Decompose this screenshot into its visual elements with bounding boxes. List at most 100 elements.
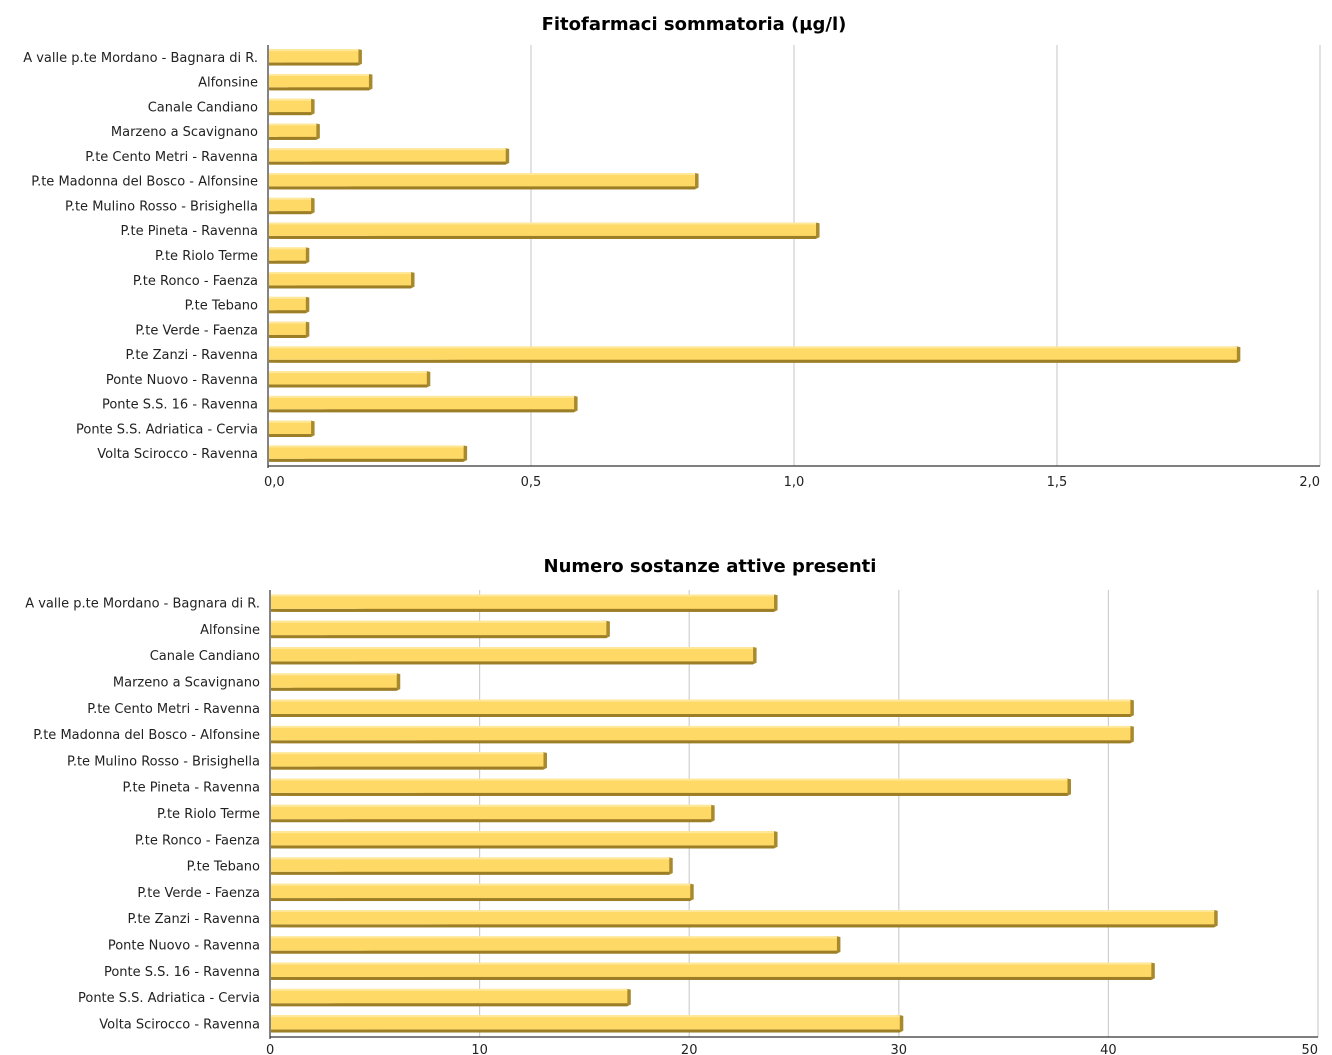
bar-bottom-edge (271, 898, 691, 902)
bar-bottom-edge (269, 136, 317, 140)
category-label: Marzeno a Scavignano (111, 125, 258, 140)
bar-highlight (269, 296, 306, 299)
bar-bottom-edge (271, 635, 607, 639)
category-label: A valle p.te Mordano - Bagnara di R. (23, 51, 258, 66)
bar (271, 699, 1134, 718)
bar (269, 420, 315, 438)
bar-highlight (269, 321, 306, 324)
bar-bottom-edge (271, 740, 1131, 744)
bar-highlight (269, 346, 1237, 349)
bar-bottom-edge (271, 950, 837, 954)
category-label: P.te Tebano (185, 299, 258, 314)
bar (271, 988, 631, 1007)
bar-bottom-edge (269, 186, 696, 190)
bar-bottom-edge (269, 384, 427, 388)
bar-highlight (271, 909, 1215, 912)
category-label: P.te Madonna del Bosco - Alfonsine (33, 728, 260, 743)
x-tick-label: 1,0 (784, 475, 805, 490)
category-label: Volta Scirocco - Ravenna (99, 1017, 260, 1032)
bar (269, 445, 468, 462)
bar (269, 321, 310, 338)
category-label: P.te Verde - Faenza (135, 323, 258, 338)
bar (269, 395, 578, 413)
bar-highlight (271, 988, 628, 991)
bar (269, 98, 315, 116)
bar (269, 346, 1241, 363)
bar-face (269, 73, 369, 88)
x-tick-label: 0 (266, 1043, 274, 1055)
category-label: Ponte S.S. 16 - Ravenna (104, 965, 260, 980)
bar-bottom-edge (269, 161, 506, 165)
bar-bottom-edge (269, 310, 306, 314)
bar-bottom-edge (271, 976, 1152, 980)
bar (271, 883, 694, 902)
x-tick-label: 40 (1100, 1043, 1117, 1055)
category-label: P.te Riolo Terme (157, 807, 260, 822)
bar-highlight (271, 831, 775, 834)
bar-face (269, 148, 506, 162)
bar (271, 594, 778, 612)
bar-bottom-edge (271, 845, 775, 849)
bar-highlight (269, 148, 506, 151)
category-label: P.te Pineta - Ravenna (121, 224, 258, 239)
category-label: P.te Zanzi - Ravenna (127, 912, 260, 927)
bar-face (271, 936, 837, 951)
bar-face (271, 962, 1152, 977)
bar (271, 1015, 904, 1033)
category-label: Ponte S.S. 16 - Ravenna (102, 398, 258, 413)
chart-fitofarmaci: Fitofarmaci sommatoria (µg/l) 0,0 0,5 1,0 1,… (23, 14, 1321, 490)
bar-highlight (271, 936, 837, 939)
bar (271, 936, 841, 954)
bar-highlight (269, 197, 312, 200)
bar-bottom-edge (269, 359, 1237, 363)
bar-highlight (269, 371, 427, 374)
bar-highlight (271, 778, 1068, 781)
category-label: Alfonsine (200, 623, 260, 638)
bar-face (271, 647, 754, 662)
bar-face (269, 173, 696, 187)
bar-bottom-edge (271, 608, 775, 612)
x-tick-label: 50 (1301, 1043, 1318, 1055)
bar-face (269, 98, 312, 113)
bar-face (269, 123, 317, 137)
bar-bottom-edge (271, 687, 397, 691)
bar-bottom-edge (269, 334, 306, 338)
bar-highlight (269, 222, 817, 225)
bar-bottom-edge (269, 112, 312, 116)
bar-bottom-edge (269, 62, 359, 66)
x-tick-label: 1,5 (1047, 475, 1068, 490)
bar-highlight (269, 98, 312, 101)
bar-highlight (271, 699, 1131, 702)
bar (271, 857, 673, 875)
bar-highlight (271, 883, 691, 886)
bar-face (271, 1015, 900, 1030)
bar-face (269, 222, 817, 236)
x-tick-label: 10 (471, 1043, 488, 1055)
bar-bottom-edge (271, 792, 1068, 796)
category-label: P.te Riolo Terme (155, 249, 258, 264)
category-label: P.te Mulino Rosso - Brisighella (65, 199, 258, 214)
category-label: P.te Cento Metri - Ravenna (87, 702, 260, 717)
bar-face (269, 272, 412, 286)
category-label: P.te Zanzi - Ravenna (125, 348, 258, 363)
bar (271, 831, 778, 849)
bar (269, 371, 431, 388)
bar-bottom-edge (271, 661, 754, 665)
x-tick-label: 20 (681, 1043, 698, 1055)
bar (271, 620, 610, 639)
category-label: Ponte S.S. Adriatica - Cervia (78, 991, 260, 1006)
bar-bottom-edge (269, 211, 312, 215)
bar-face (269, 296, 306, 311)
bar-bottom-edge (271, 819, 712, 823)
bar-highlight (271, 647, 754, 650)
category-label: P.te Madonna del Bosco - Alfonsine (31, 175, 258, 190)
bar-highlight (271, 620, 607, 623)
bar-bottom-edge (269, 409, 575, 413)
bar-bottom-edge (271, 1029, 900, 1033)
bar-face (271, 857, 670, 872)
bar-bottom-edge (269, 235, 817, 239)
bar-face (269, 197, 312, 212)
category-label: Ponte S.S. Adriatica - Cervia (76, 422, 258, 437)
bar-highlight (271, 1015, 900, 1018)
